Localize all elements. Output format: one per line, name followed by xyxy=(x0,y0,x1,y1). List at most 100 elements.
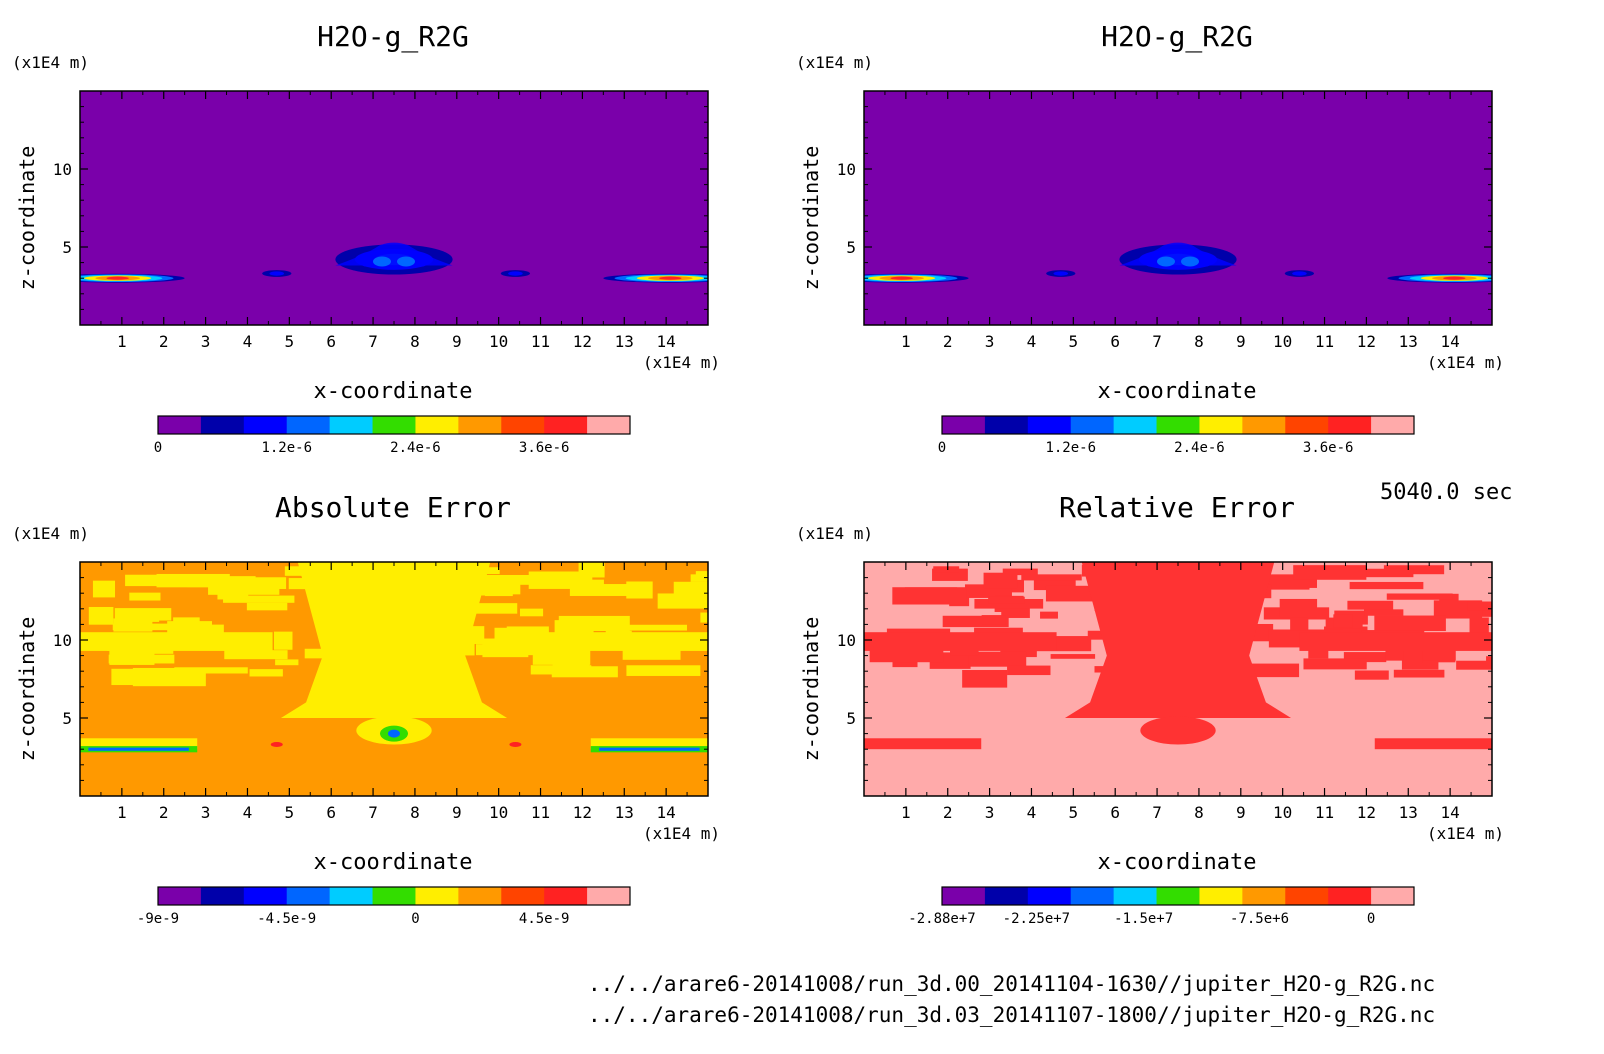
x-tick-label: 14 xyxy=(657,803,676,822)
x-tick-label: 8 xyxy=(1194,332,1204,351)
x-tick-label: 7 xyxy=(368,803,378,822)
colorbar-swatch xyxy=(158,887,202,905)
colorbar-frame xyxy=(157,886,631,906)
colorbar-swatch xyxy=(200,887,245,905)
colorbar-swatch xyxy=(942,416,986,434)
y-axis-label: z-coordinate xyxy=(15,146,39,291)
colorbar-tick-label: 2.4e-6 xyxy=(1174,440,1225,456)
colorbar-swatch xyxy=(243,887,288,905)
x-tick-label: 1 xyxy=(117,332,127,351)
field-feature-3 xyxy=(1046,270,1076,277)
colorbar-tick-label: 0 xyxy=(938,440,946,456)
colorbar-swatch xyxy=(501,416,545,434)
y-axis-unit: (x1E4 m) xyxy=(12,524,89,543)
x-tick-label: 12 xyxy=(573,803,592,822)
x-axis-unit: (x1E4 m) xyxy=(643,824,720,843)
colorbar-tick-label: -9e-9 xyxy=(137,911,179,927)
colorbar-tick-label: 1.2e-6 xyxy=(261,440,312,456)
colorbar-frame xyxy=(157,415,631,435)
x-axis-label: x-coordinate xyxy=(314,850,473,875)
plot-area xyxy=(80,91,708,325)
x-tick-label: 8 xyxy=(410,332,420,351)
colorbar-swatch xyxy=(1027,416,1072,434)
colorbar-swatch xyxy=(329,887,374,905)
x-tick-label: 11 xyxy=(531,803,550,822)
colorbar-tick-label: 3.6e-6 xyxy=(519,440,570,456)
colorbar-tick-label: 1.2e-6 xyxy=(1045,440,1096,456)
colorbar-tick-label: -2.88e+7 xyxy=(908,911,975,927)
colorbar-tick-label: 2.4e-6 xyxy=(390,440,441,456)
y-axis-label: z-coordinate xyxy=(799,617,823,762)
x-tick-label: 2 xyxy=(943,803,953,822)
x-tick-label: 5 xyxy=(1069,803,1079,822)
x-tick-label: 11 xyxy=(1315,803,1334,822)
x-tick-label: 12 xyxy=(1357,332,1376,351)
x-tick-label: 5 xyxy=(1069,332,1079,351)
field-feature-4 xyxy=(1284,270,1315,277)
field-feature-5 xyxy=(1119,242,1237,275)
colorbar-swatch xyxy=(544,887,588,905)
x-tick-label: 11 xyxy=(531,332,550,351)
field-feature-2 xyxy=(603,273,708,283)
x-axis-unit: (x1E4 m) xyxy=(643,353,720,372)
field-feature-4 xyxy=(500,270,531,277)
colorbar-swatch xyxy=(1285,416,1329,434)
x-tick-label: 3 xyxy=(201,803,211,822)
x-tick-label: 10 xyxy=(489,803,508,822)
x-tick-label: 10 xyxy=(489,332,508,351)
chart-panel-3: Absolute Error(x1E4 m)(x1E4 m)1 2 3 4 5 6 7 8 9 1… xyxy=(12,491,720,927)
field-patches xyxy=(80,562,708,753)
x-tick-label: 9 xyxy=(1236,332,1246,351)
colorbar-swatch xyxy=(1285,887,1329,905)
x-tick-label: 11 xyxy=(1315,332,1334,351)
colorbar-tick-label: 0 xyxy=(1367,911,1375,927)
x-tick-label: 9 xyxy=(452,803,462,822)
y-axis-label: z-coordinate xyxy=(799,146,823,291)
y-axis-unit: (x1E4 m) xyxy=(12,53,89,72)
x-tick-label: 13 xyxy=(1399,803,1418,822)
colorbar-swatch xyxy=(1070,416,1115,434)
x-tick-label: 8 xyxy=(410,803,420,822)
file-path-2: ../../arare6-20141008/run_3d.03_20141107… xyxy=(588,1003,1436,1027)
field-feature-5 xyxy=(335,242,453,275)
x-tick-label: 9 xyxy=(1236,803,1246,822)
colorbar-swatch xyxy=(458,887,502,905)
x-tick-label: 4 xyxy=(1027,332,1037,351)
y-axis-unit: (x1E4 m) xyxy=(796,53,873,72)
x-tick-label: 2 xyxy=(159,803,169,822)
x-tick-label: 6 xyxy=(326,803,336,822)
x-tick-label: 2 xyxy=(159,332,169,351)
y-tick-label: 10 xyxy=(837,160,856,179)
colorbar-swatch xyxy=(984,416,1029,434)
colorbar-swatch xyxy=(158,416,202,434)
colorbar-tick-label: -7.5e+6 xyxy=(1230,911,1289,927)
plot-area xyxy=(80,562,708,796)
colorbar-frame xyxy=(941,886,1415,906)
chart-title: Absolute Error xyxy=(275,491,511,524)
x-tick-label: 10 xyxy=(1273,803,1292,822)
colorbar-swatch xyxy=(1199,416,1243,434)
x-tick-label: 5 xyxy=(285,332,295,351)
x-axis-label: x-coordinate xyxy=(1098,850,1257,875)
x-axis-label: x-coordinate xyxy=(1098,379,1257,404)
x-tick-label: 7 xyxy=(368,332,378,351)
field-background xyxy=(864,91,1492,325)
x-tick-label: 13 xyxy=(615,803,634,822)
y-tick-label: 5 xyxy=(62,709,72,728)
x-tick-label: 1 xyxy=(117,803,127,822)
simulation-time-label: 5040.0 sec xyxy=(1380,480,1513,505)
colorbar: 0 1.2e-6 2.4e-6 3.6e-6 xyxy=(154,415,631,456)
x-tick-label: 3 xyxy=(985,332,995,351)
y-tick-label: 5 xyxy=(846,238,856,257)
colorbar-swatch xyxy=(1070,887,1115,905)
x-tick-label: 4 xyxy=(1027,803,1037,822)
colorbar-swatch xyxy=(1199,887,1243,905)
colorbar-swatch xyxy=(329,416,374,434)
x-tick-label: 6 xyxy=(1110,332,1120,351)
colorbar-tick-label: -1.5e+7 xyxy=(1114,911,1173,927)
x-tick-label: 6 xyxy=(326,332,336,351)
chart-panel-1: H2O-g_R2G(x1E4 m)(x1E4 m)1 2 3 4 5 6 7 8 9 10 11 12… xyxy=(12,20,720,456)
x-tick-label: 7 xyxy=(1152,803,1162,822)
chart-panel-2: H2O-g_R2G(x1E4 m)(x1E4 m)1 2 3 4 5 6 7 8 9 10 11 12… xyxy=(796,20,1504,456)
